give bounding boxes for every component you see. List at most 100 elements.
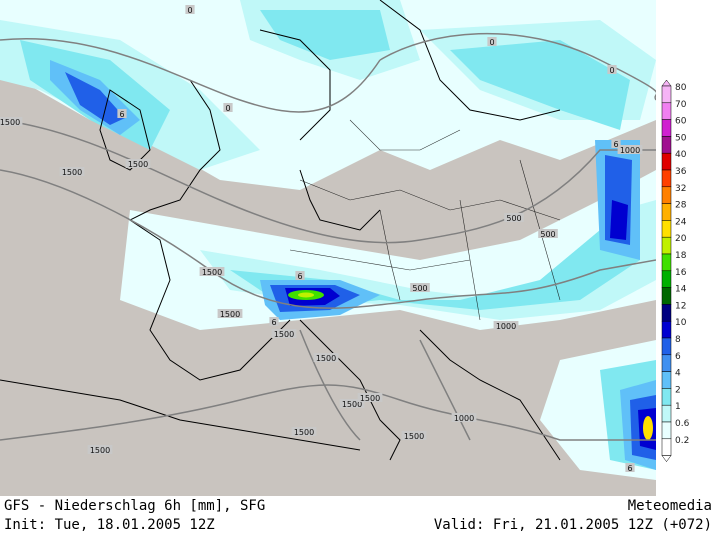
isoline-label-bg bbox=[625, 463, 635, 472]
legend-label: 0.2 bbox=[675, 436, 689, 446]
isoline-label-bg bbox=[451, 413, 477, 422]
isoline-label: 500 bbox=[506, 214, 521, 223]
isoline-label-bg bbox=[504, 213, 524, 222]
isoline-label: 1500 bbox=[342, 400, 362, 409]
isoline-labels: 0000150015001500150015001500150015001500… bbox=[0, 5, 643, 473]
legend-swatch bbox=[661, 169, 672, 188]
isoline-label: 500 bbox=[540, 230, 555, 239]
isoline-label-bg bbox=[125, 159, 151, 168]
legend-label: 6 bbox=[675, 352, 681, 362]
isoline-label: 0 bbox=[609, 66, 614, 75]
isoline-label: 6 bbox=[271, 318, 276, 327]
isoline-label-bg bbox=[538, 229, 558, 238]
isoline-label: 1500 bbox=[360, 394, 380, 403]
legend-swatch bbox=[661, 354, 672, 372]
legend-swatch bbox=[661, 119, 672, 137]
isoline-label-bg bbox=[59, 167, 85, 176]
isoline-label: 6 bbox=[297, 272, 302, 281]
legend-swatches bbox=[661, 80, 672, 463]
legend-swatch bbox=[661, 438, 672, 456]
legend-label: 8 bbox=[675, 335, 681, 345]
footer-init-time: Init: Tue, 18.01.2005 12Z bbox=[4, 517, 215, 533]
legend-top-arrow bbox=[661, 80, 672, 87]
legend-swatch bbox=[661, 320, 672, 339]
legend-swatch bbox=[661, 388, 672, 406]
legend-swatch bbox=[661, 270, 672, 288]
isoline-label-bg bbox=[611, 139, 621, 148]
legend-swatch bbox=[661, 236, 672, 255]
legend-label: 2 bbox=[675, 385, 681, 395]
isoline-label-bg bbox=[617, 145, 643, 154]
isoline-label: 6 bbox=[627, 464, 632, 473]
legend-label: 36 bbox=[675, 167, 687, 177]
isoline-label-bg bbox=[269, 317, 279, 326]
isoline-label-bg bbox=[117, 109, 127, 118]
isoline-label: 1500 bbox=[220, 310, 240, 319]
footer-brand: Meteomedia bbox=[627, 498, 712, 514]
legend-label: 80 bbox=[675, 83, 687, 93]
isoline-label-bg bbox=[87, 445, 113, 454]
isoline-label-bg bbox=[410, 283, 430, 292]
isoline-label: 1500 bbox=[202, 268, 222, 277]
precipitation-map: 0000150015001500150015001500150015001500… bbox=[0, 0, 656, 496]
isoline-label: 500 bbox=[412, 284, 427, 293]
isoline-label-bg bbox=[217, 309, 243, 318]
isoline-label: 6 bbox=[119, 110, 124, 119]
legend-swatch bbox=[661, 404, 672, 423]
legend-label: 0.6 bbox=[675, 419, 690, 429]
legend-label: 18 bbox=[675, 251, 687, 261]
legend-label: 10 bbox=[675, 318, 687, 328]
isoline-label-bg bbox=[313, 353, 339, 362]
legend-swatch bbox=[661, 102, 672, 120]
precip-core-alps-inner bbox=[298, 292, 314, 298]
isoline-label: 1500 bbox=[294, 428, 314, 437]
isoline-label: 1000 bbox=[454, 414, 474, 423]
legend-swatch bbox=[661, 85, 672, 104]
isoline-label-bg bbox=[339, 399, 365, 408]
legend-label: 16 bbox=[675, 268, 687, 278]
legend-label: 40 bbox=[675, 150, 687, 160]
isoline-label-bg bbox=[223, 103, 233, 112]
legend-swatch bbox=[661, 337, 672, 356]
legend-swatch bbox=[661, 421, 672, 440]
legend-swatch bbox=[661, 253, 672, 272]
isoline-label: 0 bbox=[225, 104, 230, 113]
footer-title: GFS - Niederschlag 6h [mm], SFG bbox=[4, 498, 266, 514]
legend-labels: 80 70 60 50 40 36 32 28 24 20 18 16 14 12 10 8 6 4 2 1 0.6 0.… bbox=[675, 83, 690, 446]
legend-label: 14 bbox=[675, 285, 687, 295]
legend-label: 1 bbox=[675, 402, 681, 412]
legend-label: 70 bbox=[675, 100, 687, 110]
isoline-label: 1000 bbox=[620, 146, 640, 155]
isoline-label-bg bbox=[291, 427, 317, 436]
isoline-label: 1500 bbox=[316, 354, 336, 363]
legend-swatch bbox=[661, 186, 672, 204]
isoline-label-bg bbox=[271, 329, 297, 338]
isoline-label-bg bbox=[0, 117, 23, 126]
legend-label: 24 bbox=[675, 217, 687, 227]
legend-swatch bbox=[661, 203, 672, 221]
precip-core-aegean bbox=[643, 416, 653, 440]
legend-swatch bbox=[661, 371, 672, 389]
isoline-label-bg bbox=[295, 271, 305, 280]
legend-swatch bbox=[661, 304, 672, 322]
isoline-label: 0 bbox=[489, 38, 494, 47]
legend-label: 12 bbox=[675, 301, 686, 311]
isoline-label-bg bbox=[357, 393, 383, 402]
isoline-label: 0 bbox=[187, 6, 192, 15]
isoline-label: 1500 bbox=[404, 432, 424, 441]
isoline-label: 6 bbox=[613, 140, 618, 149]
legend-label: 20 bbox=[675, 234, 687, 244]
legend-label: 50 bbox=[675, 133, 687, 143]
isoline-label-bg bbox=[607, 65, 617, 74]
footer-valid-time: Valid: Fri, 21.01.2005 12Z (+072) bbox=[433, 517, 712, 533]
legend-label: 4 bbox=[675, 369, 681, 379]
isoline-label-bg bbox=[493, 321, 519, 330]
legend-swatch bbox=[661, 152, 672, 171]
isoline-label-bg bbox=[401, 431, 427, 440]
legend-label: 32 bbox=[675, 184, 686, 194]
isoline-label: 1500 bbox=[62, 168, 82, 177]
borders bbox=[289, 119, 561, 321]
isoline-label-bg bbox=[199, 267, 225, 276]
legend-swatch bbox=[661, 220, 672, 238]
